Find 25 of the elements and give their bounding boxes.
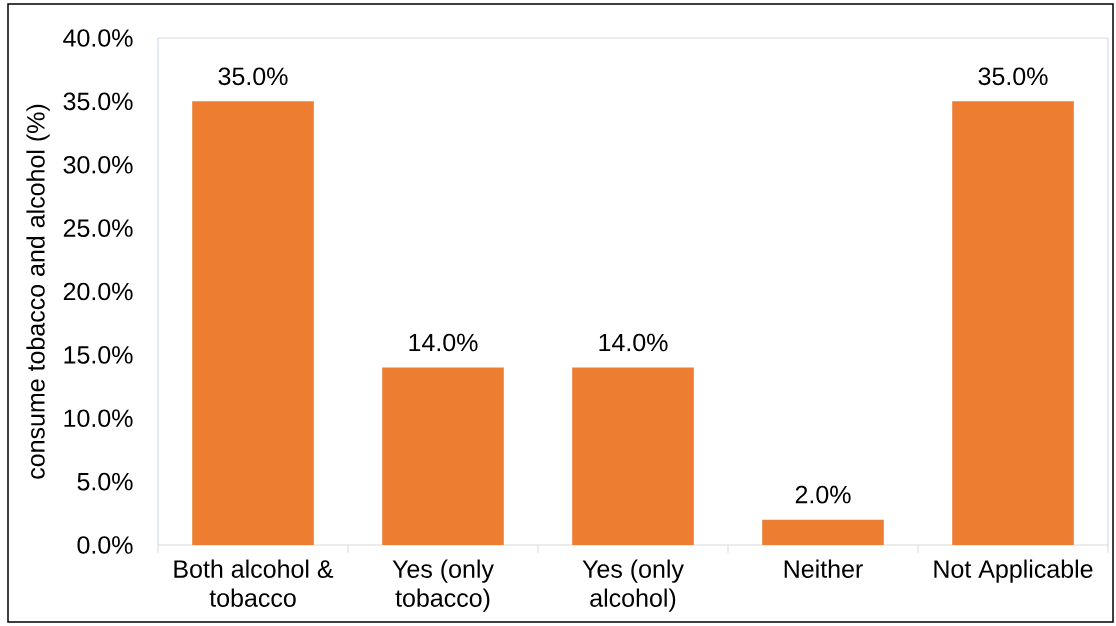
x-tick-label: Yes (only alcohol): [582, 559, 684, 612]
y-tick-label: 5.0%: [77, 472, 133, 491]
x-tick-label: Both alcohol & tobacco: [174, 559, 334, 607]
bar: [952, 101, 1074, 545]
y-tick-label: 25.0%: [63, 219, 133, 237]
data-label: 14.0%: [599, 333, 668, 352]
x-tick-label: Yes (only tobacco): [392, 559, 494, 612]
bar: [192, 101, 314, 545]
bar: [382, 367, 504, 545]
y-tick-label: 40.0%: [63, 29, 133, 47]
y-tick-label: 15.0%: [64, 346, 133, 364]
x-tick-label: Not Applicable: [934, 559, 1093, 583]
data-label: 14.0%: [409, 333, 478, 352]
data-label: 35.0%: [218, 67, 288, 86]
bar: [762, 519, 884, 545]
y-tick-label: 0.0%: [77, 536, 133, 554]
y-axis-title: consume tobacco and alcohol (%): [26, 104, 50, 479]
y-tick-label: 20.0%: [63, 282, 133, 301]
data-label: 35.0%: [978, 67, 1048, 86]
y-tick-label: 10.0%: [64, 409, 133, 428]
x-tick-label: Neither: [784, 559, 863, 578]
bar: [572, 367, 694, 545]
y-tick-label: 35.0%: [63, 92, 133, 111]
data-label: 2.0%: [795, 485, 851, 504]
y-tick-label: 30.0%: [63, 155, 133, 174]
